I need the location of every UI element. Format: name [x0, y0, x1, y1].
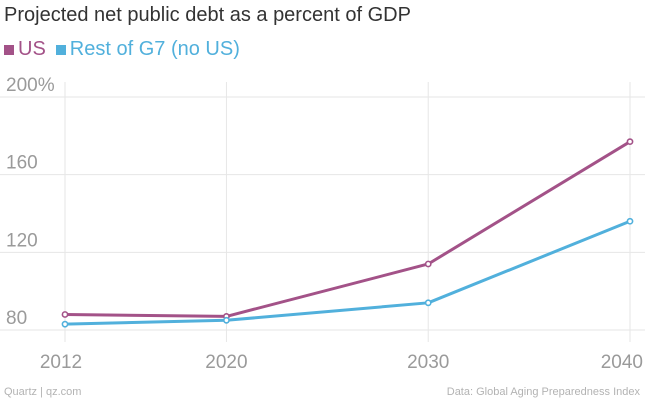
data-point-rest-of-g7-2012: [61, 320, 69, 328]
legend-swatch-rest-of-g7: [55, 44, 66, 55]
legend-label-us: US: [18, 38, 46, 60]
legend-label-rest-of-g7: Rest of G7 (no US): [69, 38, 240, 60]
x-tick-label-2012: 2012: [40, 352, 82, 373]
data-point-rest-of-g7-2040: [626, 217, 634, 225]
legend-item-rest-of-g7: Rest of G7 (no US): [55, 38, 240, 61]
data-source: Data: Global Aging Preparedness Index: [446, 386, 640, 398]
data-point-us-2012: [61, 311, 69, 318]
data-point-us-2030: [424, 260, 432, 268]
x-tick-label-2040: 2040: [601, 352, 643, 373]
legend: US Rest of G7 (no US): [4, 38, 250, 61]
x-tick-label-2030: 2030: [407, 352, 449, 373]
source-credit: Quartz | qz.com: [4, 386, 82, 398]
x-tick-label-2020: 2020: [205, 352, 247, 373]
series-line-us: [64, 140, 631, 318]
data-point-us-2040: [626, 138, 634, 146]
series-line-rest-of-g7: [64, 219, 631, 326]
y-tick-label-120: 120: [6, 230, 38, 251]
y-tick-label-200: 200%: [6, 75, 55, 96]
legend-item-us: US: [4, 38, 46, 61]
y-tick-label-160: 160: [6, 153, 38, 174]
data-point-rest-of-g7-2020: [223, 316, 230, 324]
legend-swatch-us: [4, 44, 14, 55]
chart-title: Projected net public debt as a percent o…: [4, 4, 411, 26]
data-point-rest-of-g7-2030: [424, 299, 432, 307]
y-tick-label-80: 80: [6, 308, 27, 329]
